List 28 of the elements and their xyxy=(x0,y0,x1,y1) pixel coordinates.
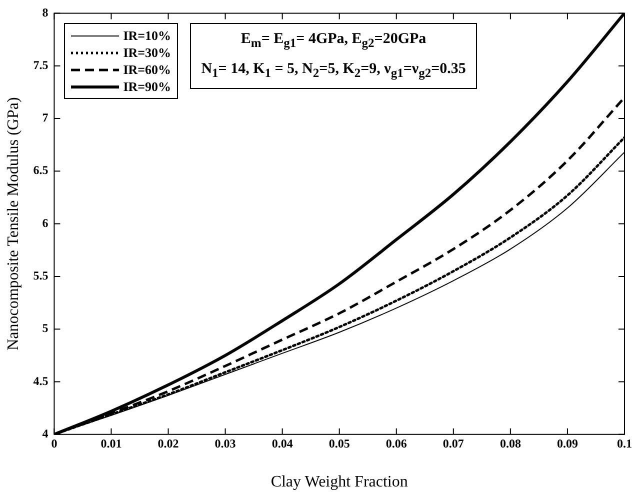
y-tick-label: 7.5 xyxy=(33,58,48,72)
legend-label: IR=10% xyxy=(123,28,172,44)
y-axis-title: Nanocomposite Tensile Modulus (GPa) xyxy=(4,97,22,350)
legend-label: IR=30% xyxy=(123,44,172,61)
x-tick-label: 0.06 xyxy=(386,436,407,451)
x-tick-label: 0.1 xyxy=(617,436,632,451)
x-tick-label: 0.01 xyxy=(100,436,122,451)
x-tick-label: 0.03 xyxy=(214,436,236,451)
x-tick-label: 0.08 xyxy=(500,436,521,451)
x-tick-label: 0.04 xyxy=(272,436,293,451)
x-tick-label: 0 xyxy=(51,436,58,451)
legend-label: IR=60% xyxy=(123,62,172,78)
y-tick-label: 5.5 xyxy=(33,268,48,283)
text: N$_{1}$= 14, K$_{1}$ = 5, N$_{2}$=5, K$_{2}$=9, ν$_{g1}$=ν$_{g2}$=0.35 xyxy=(201,61,466,80)
y-tick-label: 6.5 xyxy=(33,163,48,178)
y-tick-label: 7 xyxy=(42,110,48,125)
x-tick-label: 0.07 xyxy=(442,436,464,451)
annotation: E$_{m}$= E$_{g1}$= 4GPa, E$_{g2}$=20GPa xyxy=(240,31,428,52)
y-tick-label: 6 xyxy=(42,216,48,230)
y-tick-label: 4.5 xyxy=(33,374,48,388)
x-tick-label: 0.02 xyxy=(158,436,179,451)
y-tick-label: 8 xyxy=(42,5,48,20)
x-axis-title: Clay Weight Fraction xyxy=(270,474,408,491)
x-tick-label: 0.05 xyxy=(328,436,350,451)
y-tick-label: 5 xyxy=(42,321,48,336)
legend-label: IR=90% xyxy=(123,78,172,95)
x-tick-label: 0.09 xyxy=(556,436,578,451)
y-tick-label: 4 xyxy=(42,426,48,440)
